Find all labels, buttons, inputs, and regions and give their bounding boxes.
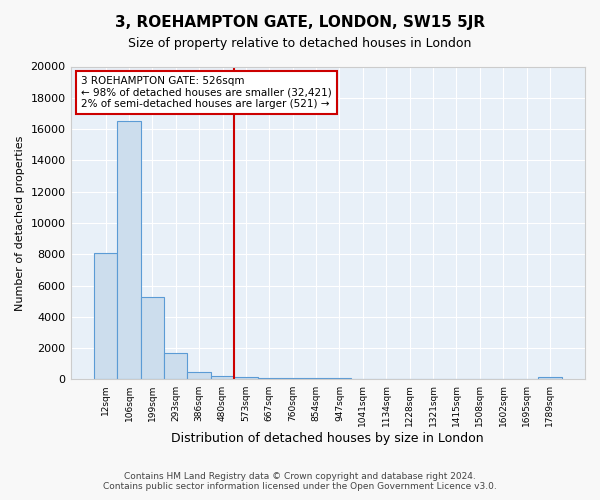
Text: Size of property relative to detached houses in London: Size of property relative to detached ho… [128, 38, 472, 51]
Bar [187, 372, 211, 380]
Bar [445, 379, 468, 380]
Bar [94, 252, 118, 380]
Bar [118, 122, 140, 380]
Text: 3, ROEHAMPTON GATE, LONDON, SW15 5JR: 3, ROEHAMPTON GATE, LONDON, SW15 5JR [115, 15, 485, 30]
Bar [257, 378, 281, 380]
Bar [374, 378, 398, 380]
Bar [211, 376, 234, 380]
Y-axis label: Number of detached properties: Number of detached properties [15, 136, 25, 310]
Bar [328, 378, 351, 380]
Bar [421, 379, 445, 380]
Bar [351, 378, 374, 380]
Bar [140, 296, 164, 380]
Bar [234, 377, 257, 380]
X-axis label: Distribution of detached houses by size in London: Distribution of detached houses by size … [172, 432, 484, 445]
Bar [281, 378, 304, 380]
Bar [468, 379, 491, 380]
Bar [538, 377, 562, 380]
Bar [398, 378, 421, 380]
Bar [164, 353, 187, 380]
Bar [304, 378, 328, 380]
Text: 3 ROEHAMPTON GATE: 526sqm
← 98% of detached houses are smaller (32,421)
2% of se: 3 ROEHAMPTON GATE: 526sqm ← 98% of detac… [81, 76, 332, 109]
Text: Contains HM Land Registry data © Crown copyright and database right 2024.
Contai: Contains HM Land Registry data © Crown c… [103, 472, 497, 491]
